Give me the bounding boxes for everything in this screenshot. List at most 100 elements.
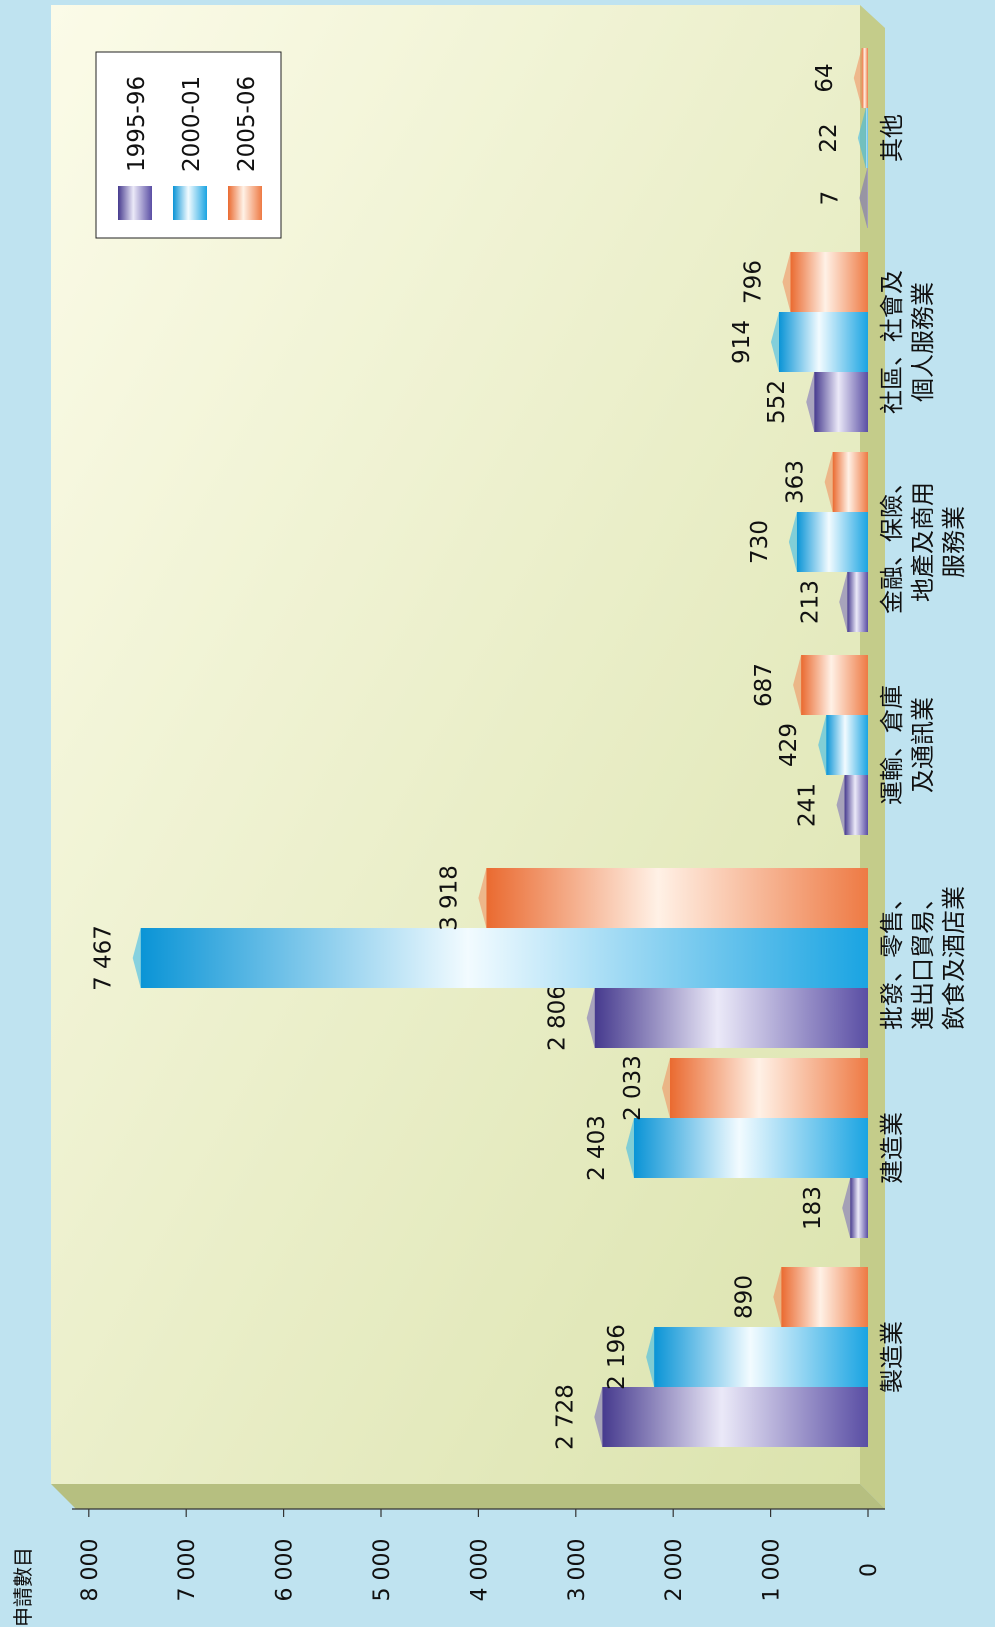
bar-cap [793,655,802,715]
data-label: 64 [812,63,838,92]
bar-body [781,1267,868,1327]
bar-cap [586,988,595,1048]
bar-body [790,252,868,312]
bar-body [847,572,868,632]
data-label: 796 [740,260,766,304]
bar-body [861,48,868,108]
legend-label: 2005-06 [234,76,260,172]
bar-body [654,1327,868,1387]
bar-2005-06-5: 796 [740,252,868,312]
data-label: 687 [751,663,777,707]
bar-2000-01-1: 2 403 [584,1115,868,1181]
bar-2005-06-2: 3 918 [436,865,868,931]
y-tick-label: 8 000 [78,1539,103,1602]
y-tick-label: 4 000 [467,1539,492,1602]
bar-2000-01-3: 429 [776,715,868,775]
y-tick-label: 6 000 [273,1539,298,1602]
bar-body [140,928,868,988]
bar-cap [818,715,827,775]
bar-2000-01-0: 2 196 [604,1324,868,1390]
category-labels: 製造業 建造業 批發、零售、 進出口貿易、 飲食及酒店業 運輸、倉庫 及通訊業 金融、保險、地… [878,114,968,1393]
bar-body [486,868,868,928]
legend-label: 2000-01 [179,76,205,172]
bars-layer: 2 728 183 2 806 241 213 552 7 2 196 2 403 7 467 42… [91,48,868,1450]
value-axis-title: 申請數目 [11,1547,35,1627]
y-tick-label: 2 000 [662,1539,687,1602]
category-label: 製造業 [878,1321,906,1393]
plot-panel [51,5,885,1509]
bar-cap [646,1327,655,1387]
bar-2000-01-6: 22 [816,108,868,168]
data-label: 914 [729,320,755,364]
data-label: 2 403 [584,1115,610,1181]
category-label-line: 製造業 [878,1321,906,1393]
legend-swatch [228,186,262,220]
data-label: 22 [816,123,842,152]
data-label: 730 [747,520,773,564]
bar-cap [788,512,797,572]
bar-2005-06-0: 890 [731,1267,868,1327]
bar-1995-96-5: 552 [764,372,868,432]
data-label: 7 467 [91,925,117,991]
category-label-line: 飲食及酒店業 [940,886,968,1030]
bar-cap [661,1058,670,1118]
bar-1995-96-0: 2 728 [552,1384,868,1450]
category-label-line: 進出口貿易、 [909,886,937,1030]
bar-cap [806,372,815,432]
bar-2000-01-5: 914 [729,312,868,372]
data-label: 363 [783,460,809,504]
y-tick-label: 5 000 [370,1539,395,1602]
category-label: 運輸、倉庫 及通訊業 [878,685,937,805]
bar-cap [836,775,845,835]
bar-body [594,988,868,1048]
bar-1995-96-3: 241 [795,775,868,835]
y-tick-label: 1 000 [760,1539,785,1602]
bar-body [796,512,868,572]
bar-body [867,168,868,228]
bar-body [669,1058,868,1118]
y-tick-label: 3 000 [565,1539,590,1602]
panel-floor [51,1484,885,1509]
bar-cap [770,312,779,372]
bar-1995-96-6: 7 [817,168,868,228]
bar-cap [478,868,487,928]
legend-label: 1995-96 [124,76,150,172]
category-label-line: 個人服務業 [909,282,937,402]
bar-body [602,1387,868,1447]
bar-1995-96-4: 213 [797,572,868,632]
data-label: 2 196 [604,1324,630,1390]
bar-body [826,715,868,775]
data-label: 429 [776,723,802,767]
data-label: 7 [817,191,843,206]
bar-cap [857,108,866,168]
bar-cap [594,1387,603,1447]
value-axis: 0 1 000 2 000 3 000 4 000 5 000 6 000 7 000 8 00… [72,1508,885,1602]
data-label: 241 [795,783,821,827]
category-label: 金融、保險、 地產及商用 服務業 [878,470,968,614]
bar-1995-96-2: 2 806 [545,985,868,1051]
bar-1995-96-1: 183 [800,1178,868,1238]
category-label-line: 社區、社會及 [878,270,906,414]
data-label: 552 [764,380,790,424]
bar-cap [824,452,833,512]
category-label-line: 及通訊業 [909,697,937,793]
y-tick-label: 7 000 [175,1539,200,1602]
category-label: 其他 [878,114,906,162]
data-label: 2 806 [545,985,571,1051]
data-label: 183 [800,1186,826,1230]
bar-cap [842,1178,851,1238]
category-label: 建造業 [878,1112,906,1184]
bar-body [865,108,868,168]
bar-cap [773,1267,782,1327]
bar-body [778,312,868,372]
bar-2005-06-4: 363 [783,452,868,512]
bar-cap [782,252,791,312]
data-label: 2 728 [552,1384,578,1450]
category-label-line: 地產及商用 [909,482,937,602]
bar-body [814,372,868,432]
legend-swatch [173,186,207,220]
bar-cap [859,168,868,228]
data-label: 2 033 [620,1055,646,1121]
bar-cap [625,1118,634,1178]
